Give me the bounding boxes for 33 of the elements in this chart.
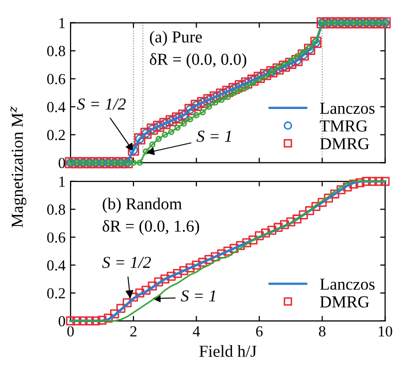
x-tick-label: 0 [67, 326, 74, 337]
x-tick-label: 2 [130, 326, 136, 336]
y-tick-label: 0.6 [47, 74, 66, 84]
y-tick-label: 1 [59, 176, 65, 187]
annotation: S = 1 [180, 290, 216, 302]
y-tick-label: 0.4 [47, 102, 66, 112]
y-tick-label: 0 [58, 316, 66, 326]
y-tick-label: 1 [59, 18, 65, 28]
legend-label: Lanczos [320, 278, 375, 290]
y-tick-label: 0.6 [47, 232, 66, 243]
y-tick-label: 0.4 [47, 260, 66, 271]
y-tick-label: 0.2 [47, 288, 65, 299]
y-tick-label: 0 [58, 158, 66, 168]
legend-label: DMRG [320, 296, 370, 308]
y-tick-label: 0.2 [47, 130, 65, 140]
legend-label: DMRG [320, 138, 370, 150]
annotation: δR = (0.0, 1.6) [102, 220, 200, 236]
annotation: δR = (0.0, 0.0) [150, 53, 246, 68]
legend-label: Lanczos [320, 102, 375, 114]
annotation: S = 1/2 [102, 256, 151, 268]
annotation: (b) Random [102, 198, 182, 213]
annotation: (a) Pure [150, 30, 202, 46]
x-tick-label: 6 [256, 326, 263, 337]
y-axis-title: Magnetization M$^{z}$ [10, 106, 26, 228]
y-tick-label: 0.8 [47, 204, 66, 215]
x-tick-label: 8 [318, 326, 326, 337]
annotation: S = 1/2 [77, 98, 126, 110]
x-tick-label: 4 [192, 326, 200, 336]
legend-label: TMRG [320, 120, 368, 132]
x-tick-label: 10 [378, 326, 392, 337]
annotation: S = 1 [196, 130, 231, 142]
y-tick-label: 0.8 [47, 46, 66, 56]
x-axis-title: Field h/J [199, 345, 256, 357]
